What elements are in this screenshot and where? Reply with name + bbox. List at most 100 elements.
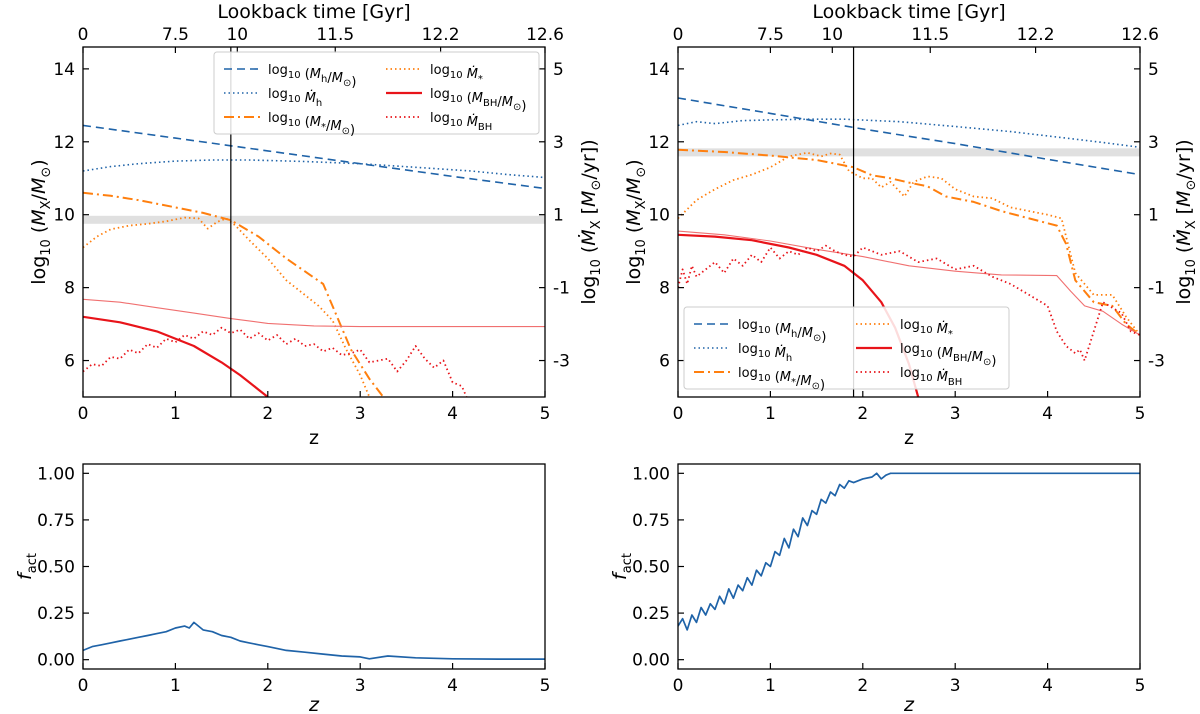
reference-band [83, 215, 545, 224]
y-tick-label: 0.50 [632, 558, 670, 578]
top-tick-label: 10 [226, 25, 248, 45]
y2-tick-label: 3 [553, 133, 564, 153]
x-tick-label: 0 [78, 676, 89, 696]
top-tick-label: 12.6 [526, 25, 564, 45]
top-tick-label: 11.5 [911, 25, 949, 45]
y-tick-label: 12 [53, 133, 75, 153]
plot-area [678, 472, 1140, 631]
x-tick-label: 1 [170, 676, 181, 696]
y-axis-label: fact [609, 553, 635, 580]
series-bhar [678, 244, 1140, 362]
top-axis-label: Lookback time [Gyr] [217, 1, 410, 23]
x-tick-label: 5 [1135, 676, 1146, 696]
y-tick-label: 6 [659, 352, 670, 372]
x-tick-label: 3 [355, 404, 366, 424]
x-axis-label: z [903, 694, 915, 714]
y-tick-label: 14 [53, 60, 75, 80]
x-tick-label: 2 [262, 676, 273, 696]
x-axis-label: z [309, 427, 319, 449]
top-tick-label: 12.2 [422, 25, 460, 45]
y-tick-label: 12 [648, 133, 670, 153]
y2-tick-label: -3 [1148, 352, 1165, 372]
x-tick-label: 5 [540, 404, 551, 424]
x-tick-label: 0 [673, 404, 684, 424]
x-tick-label: 2 [262, 404, 273, 424]
y2-tick-label: -1 [1148, 279, 1165, 299]
series-bhar [83, 326, 468, 397]
x-tick-label: 1 [170, 404, 181, 424]
y2-tick-label: 5 [1148, 60, 1159, 80]
y-axis-label: log10 (MX/M⊙) [623, 159, 649, 284]
y-tick-label: 0.00 [632, 651, 670, 671]
x-tick-label: 3 [950, 404, 961, 424]
top-tick-label: 0 [78, 25, 89, 45]
x-tick-label: 4 [447, 404, 458, 424]
y2-axis-label: log10 (ṀX [M⊙/yr]) [1172, 139, 1199, 304]
y-axis-label: fact [14, 553, 40, 580]
x-tick-label: 4 [1042, 676, 1053, 696]
y-tick-label: 10 [648, 206, 670, 226]
top-tick-label: 7.5 [757, 25, 784, 45]
x-axis-label: z [308, 694, 320, 714]
series-fact [678, 472, 1140, 631]
series-mstar [678, 148, 1140, 336]
axes-frame [82, 46, 546, 398]
legend-box [683, 306, 1010, 390]
series-mhdot [678, 118, 1140, 149]
series-mbh [83, 315, 269, 397]
y-tick-label: 0.50 [37, 558, 75, 578]
top-tick-label: 0 [673, 25, 684, 45]
y-tick-label: 0.75 [632, 511, 670, 531]
top-tick-label: 11.5 [316, 25, 354, 45]
y-tick-label: 0.25 [37, 604, 75, 624]
series-mh [83, 124, 545, 190]
y-tick-label: 0.75 [37, 511, 75, 531]
panel-bottom-right: 0 1 2 3 4 5 0.00 0.25 0.50 0.75 1.00 z fact [609, 463, 1146, 714]
x-tick-label: 4 [447, 676, 458, 696]
y2-tick-label: -3 [553, 352, 570, 372]
y-tick-label: 8 [659, 279, 670, 299]
axes-frame [82, 463, 546, 670]
y-axis-label: log10 (MX/M⊙) [28, 159, 54, 284]
y2-tick-label: 1 [1148, 206, 1159, 226]
y2-tick-label: 3 [1148, 133, 1159, 153]
axes-frame [677, 463, 1141, 670]
y-tick-label: 0.25 [632, 604, 670, 624]
y2-tick-label: 5 [553, 60, 564, 80]
x-tick-label: 2 [857, 404, 868, 424]
x-tick-label: 3 [355, 676, 366, 696]
legend-box [213, 51, 540, 135]
y-tick-label: 10 [53, 206, 75, 226]
y-tick-label: 1.00 [37, 464, 75, 484]
x-tick-label: 1 [765, 404, 776, 424]
top-tick-label: 7.5 [162, 25, 189, 45]
y2-tick-label: -1 [553, 279, 570, 299]
series-mh [678, 97, 1140, 176]
series-mstar [83, 191, 385, 397]
x-tick-label: 1 [765, 676, 776, 696]
series-sfr [83, 216, 371, 397]
series-fact [83, 621, 545, 660]
y-tick-label: 0.00 [37, 651, 75, 671]
axes-frame [677, 46, 1141, 398]
plot-area [83, 621, 545, 660]
x-tick-label: 2 [857, 676, 868, 696]
top-axis-label: Lookback time [Gyr] [812, 1, 1005, 23]
plot-area [83, 47, 545, 397]
reference-band [678, 148, 1140, 157]
y-tick-label: 6 [64, 352, 75, 372]
x-tick-label: 5 [540, 676, 551, 696]
y-tick-label: 1.00 [632, 464, 670, 484]
series-mbh_thin [83, 298, 545, 328]
y-tick-label: 14 [648, 60, 670, 80]
series-mbh_thin [678, 230, 1140, 336]
series-mhdot [83, 159, 545, 179]
top-tick-label: 10 [821, 25, 843, 45]
x-tick-label: 4 [1042, 404, 1053, 424]
y2-tick-label: 1 [553, 206, 564, 226]
panel-bottom-left: 0 1 2 3 4 5 0.00 0.25 0.50 0.75 1.00 z fact [14, 463, 551, 714]
